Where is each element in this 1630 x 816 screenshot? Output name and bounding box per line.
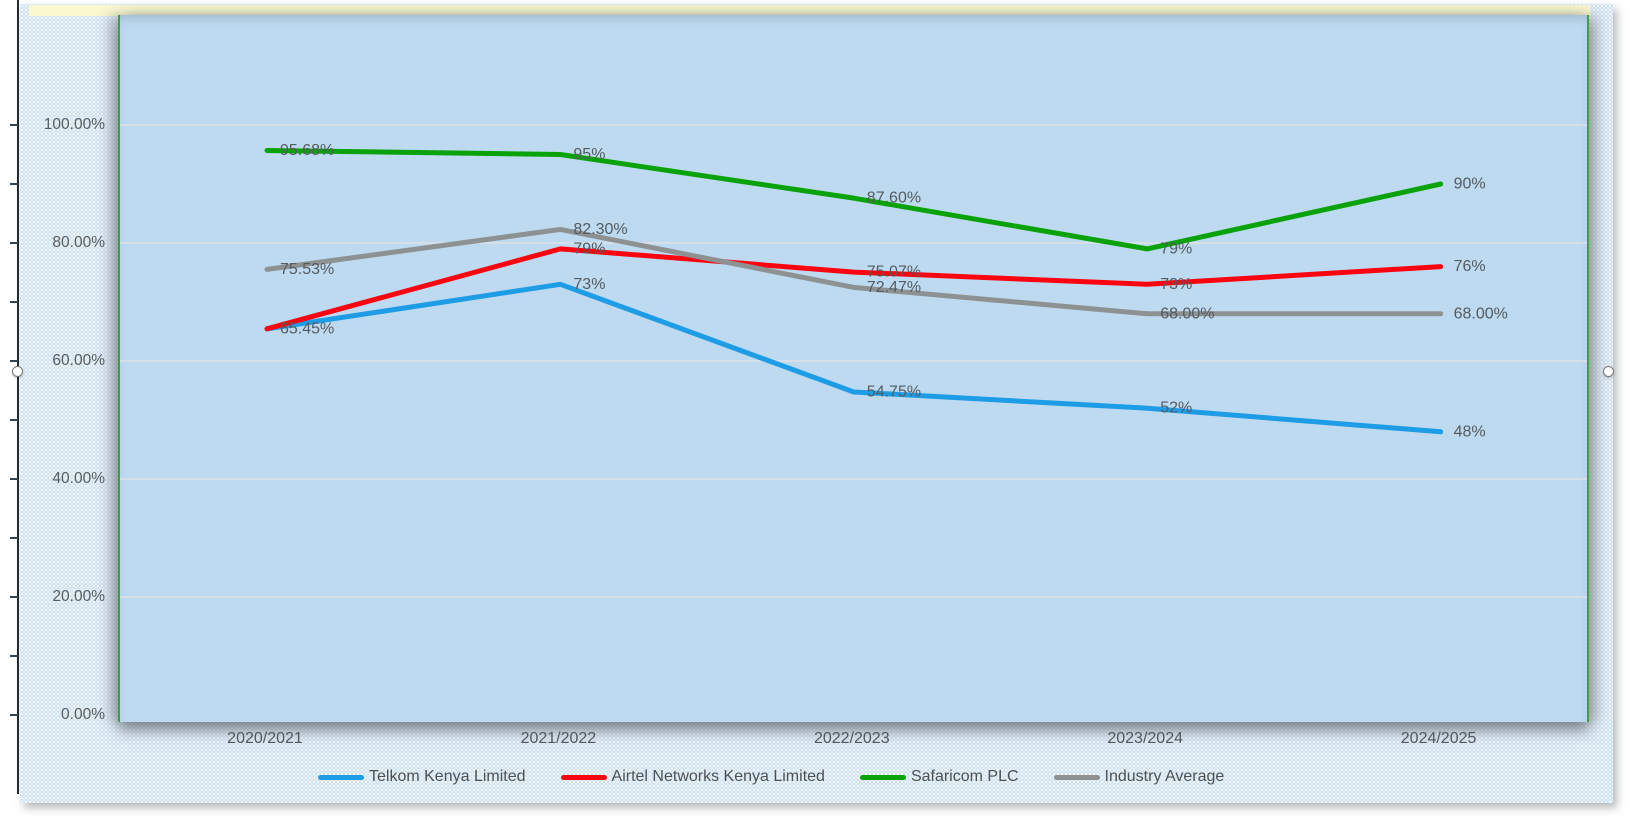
- legend-dash-icon: [859, 774, 906, 780]
- legend-item-2[interactable]: Safaricom PLC: [859, 768, 1019, 786]
- x-axis-category-label: 2022/2023: [813, 730, 890, 747]
- y-axis-tick-label: 40.00%: [52, 470, 105, 487]
- series-line-0[interactable]: [264, 281, 1444, 435]
- data-label: 95.68%: [280, 142, 334, 159]
- legend-label: Telkom Kenya Limited: [369, 768, 526, 785]
- x-axis-category-label: 2020/2021: [227, 730, 303, 747]
- data-label: 68.00%: [1160, 305, 1214, 322]
- line-chart-svg: 73% 54.75% 52% 48% 65.45% 79% 75.07% 73% 76% 95.6…: [120, 124, 1587, 598]
- legend-dash-icon: [560, 774, 607, 780]
- y-axis-tick-mark: [10, 537, 18, 539]
- y-axis-tick-mark: [10, 301, 18, 303]
- y-axis-tick-mark: [10, 242, 18, 244]
- y-axis-tick-mark: [10, 478, 18, 480]
- legend-item-0[interactable]: Telkom Kenya Limited: [318, 768, 526, 786]
- data-label: 54.75%: [867, 383, 921, 400]
- data-label: 73%: [1160, 276, 1192, 293]
- legend-item-1[interactable]: Airtel Networks Kenya Limited: [560, 768, 825, 786]
- data-label: 48%: [1454, 423, 1486, 440]
- y-axis-tick-label: 20.00%: [52, 588, 105, 605]
- data-label: 87.60%: [867, 190, 921, 207]
- data-label: 95%: [573, 146, 605, 163]
- y-axis-tick-label: 100.00%: [43, 116, 105, 133]
- y-axis-tick-mark: [10, 124, 18, 126]
- data-label: 73%: [573, 276, 605, 293]
- y-axis-tick-label: 0.00%: [61, 706, 105, 723]
- x-axis-category-label: 2023/2024: [1107, 730, 1183, 747]
- data-label: 75.53%: [280, 261, 334, 278]
- series-line-1[interactable]: [264, 246, 1444, 332]
- y-axis-tick-mark: [10, 655, 18, 657]
- plot-area[interactable]: 73% 54.75% 52% 48% 65.45% 79% 75.07% 73% 76% 95.6…: [118, 15, 1589, 722]
- y-axis-tick-mark: [10, 596, 18, 598]
- selection-handle-left[interactable]: [12, 366, 23, 377]
- data-label: 79%: [1160, 240, 1192, 257]
- data-label: 76%: [1454, 258, 1486, 275]
- legend-label: Industry Average: [1104, 768, 1225, 785]
- x-axis-category-label: 2024/2025: [1400, 730, 1477, 747]
- data-label: 68.00%: [1454, 305, 1508, 322]
- data-label: 90%: [1454, 176, 1486, 193]
- data-label: 82.30%: [573, 221, 627, 238]
- series-line-2[interactable]: [264, 147, 1444, 252]
- y-axis-tick-label: 80.00%: [52, 234, 105, 251]
- selection-handle-right[interactable]: [1603, 366, 1614, 377]
- data-label: 72.47%: [867, 279, 921, 296]
- y-axis-tick-label: 60.00%: [52, 352, 105, 369]
- series-line-3[interactable]: [264, 226, 1444, 317]
- legend-dash-icon: [1053, 774, 1100, 780]
- worksheet-row-strip: [29, 5, 1590, 16]
- y-axis-tick-mark: [10, 419, 18, 421]
- y-axis-line: [17, 0, 19, 794]
- y-axis-tick-mark: [10, 183, 18, 185]
- legend-dash-icon: [318, 774, 364, 780]
- data-label: 52%: [1160, 400, 1192, 417]
- y-axis-tick-mark: [10, 360, 18, 362]
- y-axis-tick-mark: [10, 714, 18, 716]
- chart-legend[interactable]: Telkom Kenya Limited Airtel Networks Keny…: [318, 766, 1224, 788]
- data-label: 79%: [573, 240, 605, 257]
- data-label: 75.07%: [867, 264, 921, 281]
- legend-label: Airtel Networks Kenya Limited: [611, 768, 825, 785]
- x-axis-category-label: 2021/2022: [520, 730, 597, 747]
- legend-item-3[interactable]: Industry Average: [1053, 768, 1225, 786]
- legend-label: Safaricom PLC: [910, 768, 1019, 785]
- data-label: 65.45%: [280, 320, 334, 337]
